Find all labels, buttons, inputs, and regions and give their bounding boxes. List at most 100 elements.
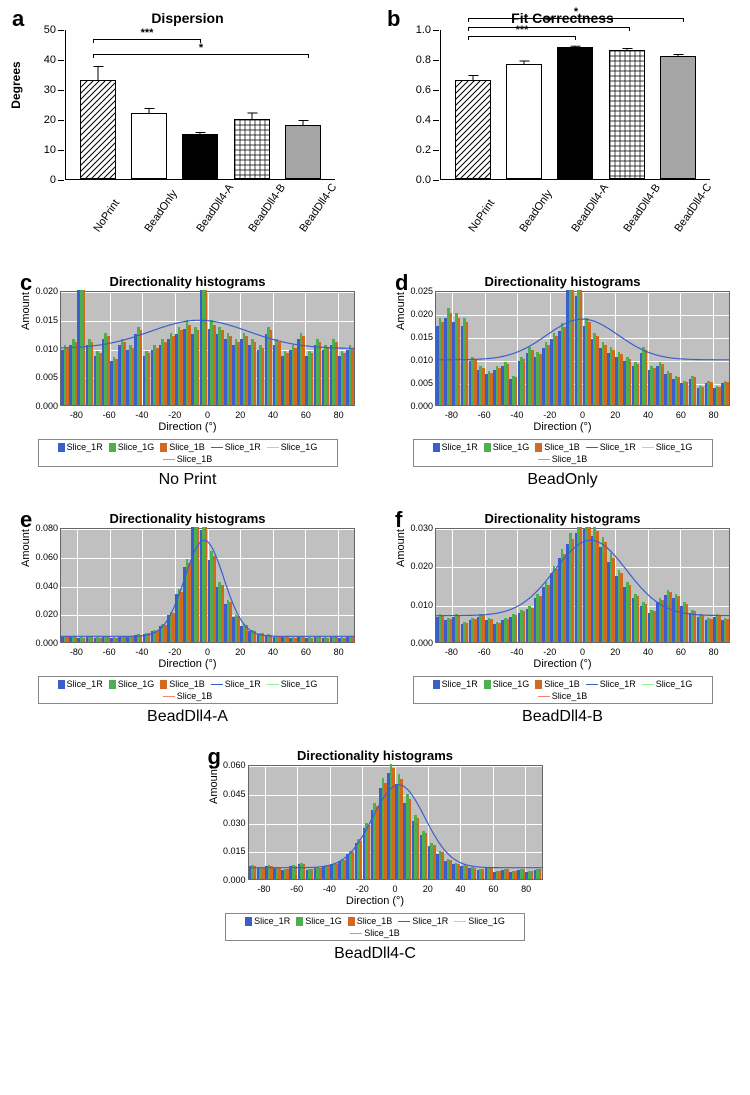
legend-item: Slice_1G xyxy=(484,679,530,689)
panel-caption: BeadDll4-A xyxy=(10,708,365,726)
ytick-label: 0.4 xyxy=(397,114,431,126)
bar xyxy=(660,56,696,179)
hist-xtick: 40 xyxy=(456,884,466,894)
hist-plot: 0.0000.0050.0100.0150.0200.025-80-60-40-… xyxy=(435,291,730,406)
significance-bar xyxy=(468,18,684,22)
legend-item: Slice_1B xyxy=(163,691,213,701)
panel-e: eDirectionality histogramsAmount0.0000.0… xyxy=(10,507,365,734)
ytick-label: 0 xyxy=(22,174,56,186)
legend-item: Slice_1G xyxy=(267,442,318,452)
ytick-label: 0.6 xyxy=(397,84,431,96)
hist-ytick: 0.015 xyxy=(395,332,433,342)
significance-bar xyxy=(468,36,576,40)
hist-xtick: 40 xyxy=(268,647,278,657)
hist-ytick: 0.080 xyxy=(20,523,58,533)
hist-title: Directionality histograms xyxy=(10,511,365,526)
bar xyxy=(609,50,645,179)
legend-item: Slice_1G xyxy=(642,679,693,689)
hist-ytick: 0.020 xyxy=(395,309,433,319)
hist-legend: Slice_1RSlice_1GSlice_1BSlice_1RSlice_1G… xyxy=(413,439,713,467)
panel-caption: BeadDll4-C xyxy=(198,945,553,963)
hist-xtick: -80 xyxy=(445,410,458,420)
legend-item: Slice_1R xyxy=(586,442,636,452)
significance-bar xyxy=(468,27,630,31)
hist-plot: 0.0000.0150.0300.0450.060-80-60-40-20020… xyxy=(248,765,543,880)
legend-item: Slice_1B xyxy=(535,442,580,452)
ytick-label: 10 xyxy=(22,144,56,156)
hist-xtick: -80 xyxy=(257,884,270,894)
hist-xtick: 0 xyxy=(392,884,397,894)
ytick-label: 1.0 xyxy=(397,24,431,36)
panel-a-plot: 01020304050**** xyxy=(65,30,335,180)
legend-item: Slice_1R xyxy=(398,916,448,926)
legend-item: Slice_1B xyxy=(350,928,400,938)
legend-item: Slice_1B xyxy=(348,916,393,926)
hist-title: Directionality histograms xyxy=(385,511,740,526)
hist-xtick: 80 xyxy=(709,410,719,420)
bar xyxy=(506,64,542,180)
hist-ytick: 0.020 xyxy=(20,609,58,619)
legend-item: Slice_1G xyxy=(267,679,318,689)
hist-legend: Slice_1RSlice_1GSlice_1BSlice_1RSlice_1G… xyxy=(413,676,713,704)
legend-item: Slice_1R xyxy=(58,442,103,452)
hist-xtick: -40 xyxy=(323,884,336,894)
hist-title: Directionality histograms xyxy=(385,274,740,289)
legend-item: Slice_1B xyxy=(535,679,580,689)
panel-caption: BeadOnly xyxy=(385,471,740,489)
hist-xtick: 60 xyxy=(488,884,498,894)
panel-c: cDirectionality histogramsAmount0.0000.0… xyxy=(10,270,365,497)
hist-xtick: -20 xyxy=(543,410,556,420)
hist-plot: 0.0000.0050.0100.0150.020-80-60-40-20020… xyxy=(60,291,355,406)
legend-item: Slice_1B xyxy=(538,454,588,464)
panel-b-plot: 0.00.20.40.60.81.0****** xyxy=(440,30,710,180)
hist-ytick: 0.000 xyxy=(20,401,58,411)
legend-item: Slice_1G xyxy=(296,916,342,926)
significance-label: *** xyxy=(516,24,529,36)
hist-xtick: 0 xyxy=(205,647,210,657)
significance-label: * xyxy=(574,6,578,18)
legend-item: Slice_1G xyxy=(109,442,155,452)
hist-xtick: 20 xyxy=(610,410,620,420)
legend-item: Slice_1B xyxy=(160,442,205,452)
hist-xtick: 80 xyxy=(521,884,531,894)
legend-item: Slice_1B xyxy=(160,679,205,689)
hist-xtick: 20 xyxy=(235,647,245,657)
hist-xtick: -40 xyxy=(135,410,148,420)
hist-xtick: -80 xyxy=(70,410,83,420)
panel-a-title: Dispersion xyxy=(10,10,365,26)
hist-ytick: 0.005 xyxy=(395,378,433,388)
hist-xtick: -20 xyxy=(168,410,181,420)
hist-xtick: -80 xyxy=(445,647,458,657)
panel-caption: No Print xyxy=(10,471,365,489)
legend-item: Slice_1R xyxy=(58,679,103,689)
legend-item: Slice_1R xyxy=(433,679,478,689)
hist-xlabel: Direction (°) xyxy=(10,658,365,670)
hist-legend: Slice_1R Slice_1G Slice_1B Slice_1R Slice_1G… xyxy=(38,439,338,467)
hist-legend: Slice_1RSlice_1GSlice_1BSlice_1RSlice_1G… xyxy=(225,913,525,941)
legend-item: Slice_1G xyxy=(109,679,155,689)
significance-bar xyxy=(93,39,201,43)
ytick-label: 0.0 xyxy=(397,174,431,186)
hist-xtick: 40 xyxy=(643,647,653,657)
ytick-label: 0.8 xyxy=(397,54,431,66)
hist-xtick: 60 xyxy=(676,647,686,657)
figure: a Dispersion Degrees 01020304050**** NoP… xyxy=(10,10,740,971)
significance-label: * xyxy=(199,42,203,54)
hist-xtick: 40 xyxy=(643,410,653,420)
legend-item: Slice_1R xyxy=(211,442,261,452)
hist-xtick: -20 xyxy=(356,884,369,894)
hist-xtick: 80 xyxy=(334,410,344,420)
bar xyxy=(80,80,116,179)
hist-title: Directionality histograms xyxy=(198,748,553,763)
legend-item: Slice_1B xyxy=(163,454,213,464)
bar xyxy=(234,119,270,179)
hist-ytick: 0.000 xyxy=(395,638,433,648)
hist-ytick: 0.010 xyxy=(395,600,433,610)
hist-ytick: 0.025 xyxy=(395,286,433,296)
bar-x-label: BeadDll4-C xyxy=(298,198,368,262)
legend-item: Slice_1G xyxy=(484,442,530,452)
hist-ytick: 0.015 xyxy=(20,315,58,325)
hist-ytick: 0.010 xyxy=(395,355,433,365)
panel-a-xlabels: NoPrintBeadOnlyBeadDll4-ABeadDll4-BBeadD… xyxy=(65,180,335,240)
hist-xtick: -60 xyxy=(478,647,491,657)
